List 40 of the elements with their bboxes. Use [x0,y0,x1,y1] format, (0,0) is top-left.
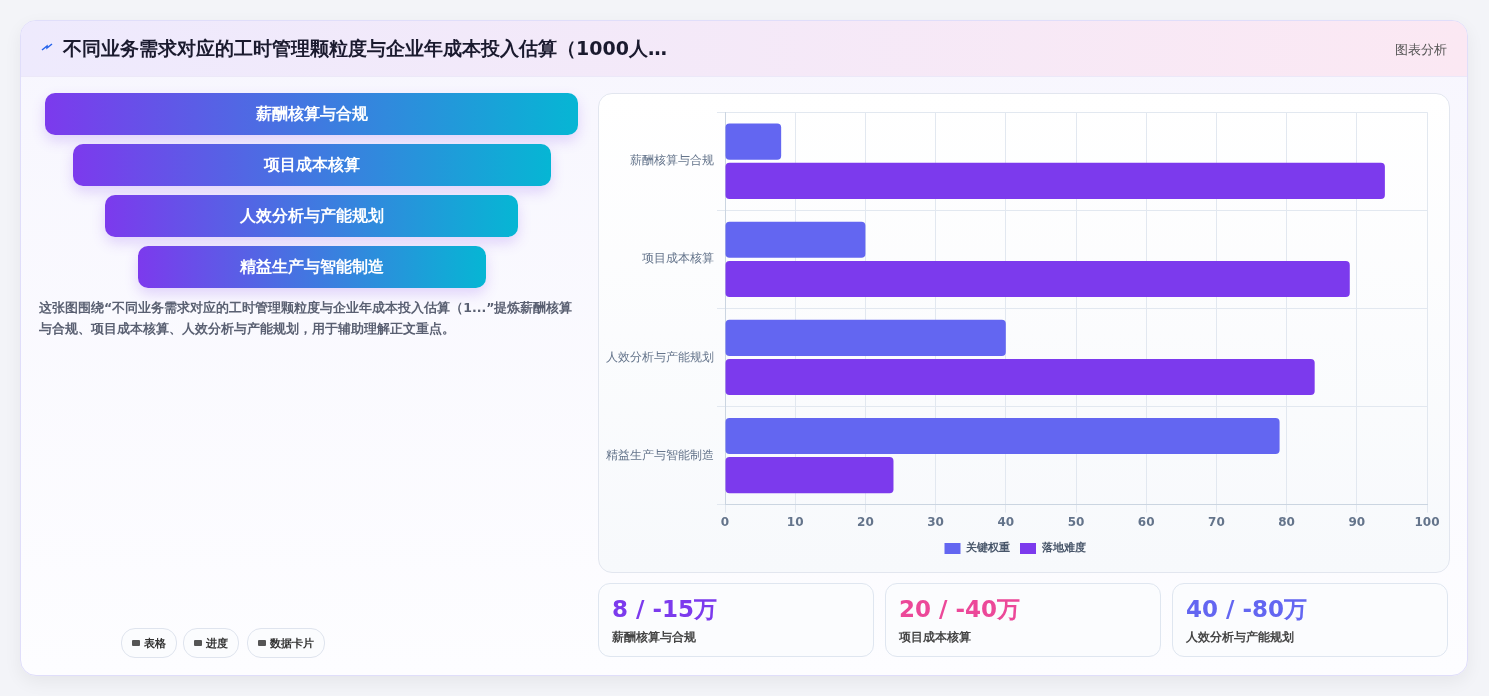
bar [725,260,1350,298]
x-tick-label: 30 [927,514,944,529]
text: 8 / -15万 [612,595,717,624]
text: 图表分析 [1395,41,1447,59]
text: 人效分析与产能规划 [105,195,518,237]
x-tick-label: 50 [1067,514,1085,529]
text: 项目成本核算 [899,629,971,646]
y-tick-label: 精益生产与智能制造 [606,447,714,462]
bar [725,457,894,494]
x-tick-label: 70 [1208,514,1225,529]
text: 项目成本核算 [73,144,551,186]
bar [725,162,1385,199]
text: 这张图围绕“不同业务需求对应的工时管理颗粒度与企业年成本投入估算（1...”提炼薪酬核算与合规、项目成本核算、人效分析与产能规划，用于辅助理解正文重点。 [39,299,574,338]
x-tick-label: 10 [786,514,804,529]
bar [725,417,1280,454]
bar [725,359,1315,396]
x-tick-label: 60 [1137,514,1155,529]
y-tick-label: 薪酬核算与合规 [630,153,714,168]
text: 不同业务需求对应的工时管理颗粒度与企业年成本投入估算（1000人… [63,36,667,61]
x-tick-label: 0 [720,514,730,529]
x-tick-label: 80 [1278,514,1295,529]
x-tick-label: 100 [1414,514,1440,529]
text: 数据卡片 [247,628,325,658]
y-tick-label: 人效分析与产能规划 [606,349,714,364]
x-tick-label: 40 [997,514,1015,529]
bar [725,319,1006,356]
legend-label: 落地难度 [1040,541,1086,555]
y-tick-label: 项目成本核算 [642,251,714,266]
text: 20 / -40万 [899,595,1020,624]
text: 薪酬核算与合规 [45,93,578,135]
text: 40 / -80万 [1186,595,1307,624]
bar [725,123,782,160]
text: 精益生产与智能制造 [138,246,486,288]
x-tick-label: 90 [1348,514,1366,529]
text: 进度 [183,628,239,658]
bar [725,221,866,258]
text: 表格 [121,628,177,658]
x-tick-label: 20 [857,514,874,529]
text: 人效分析与产能规划 [1186,629,1294,646]
legend-label: 关键权重 [965,541,1010,555]
